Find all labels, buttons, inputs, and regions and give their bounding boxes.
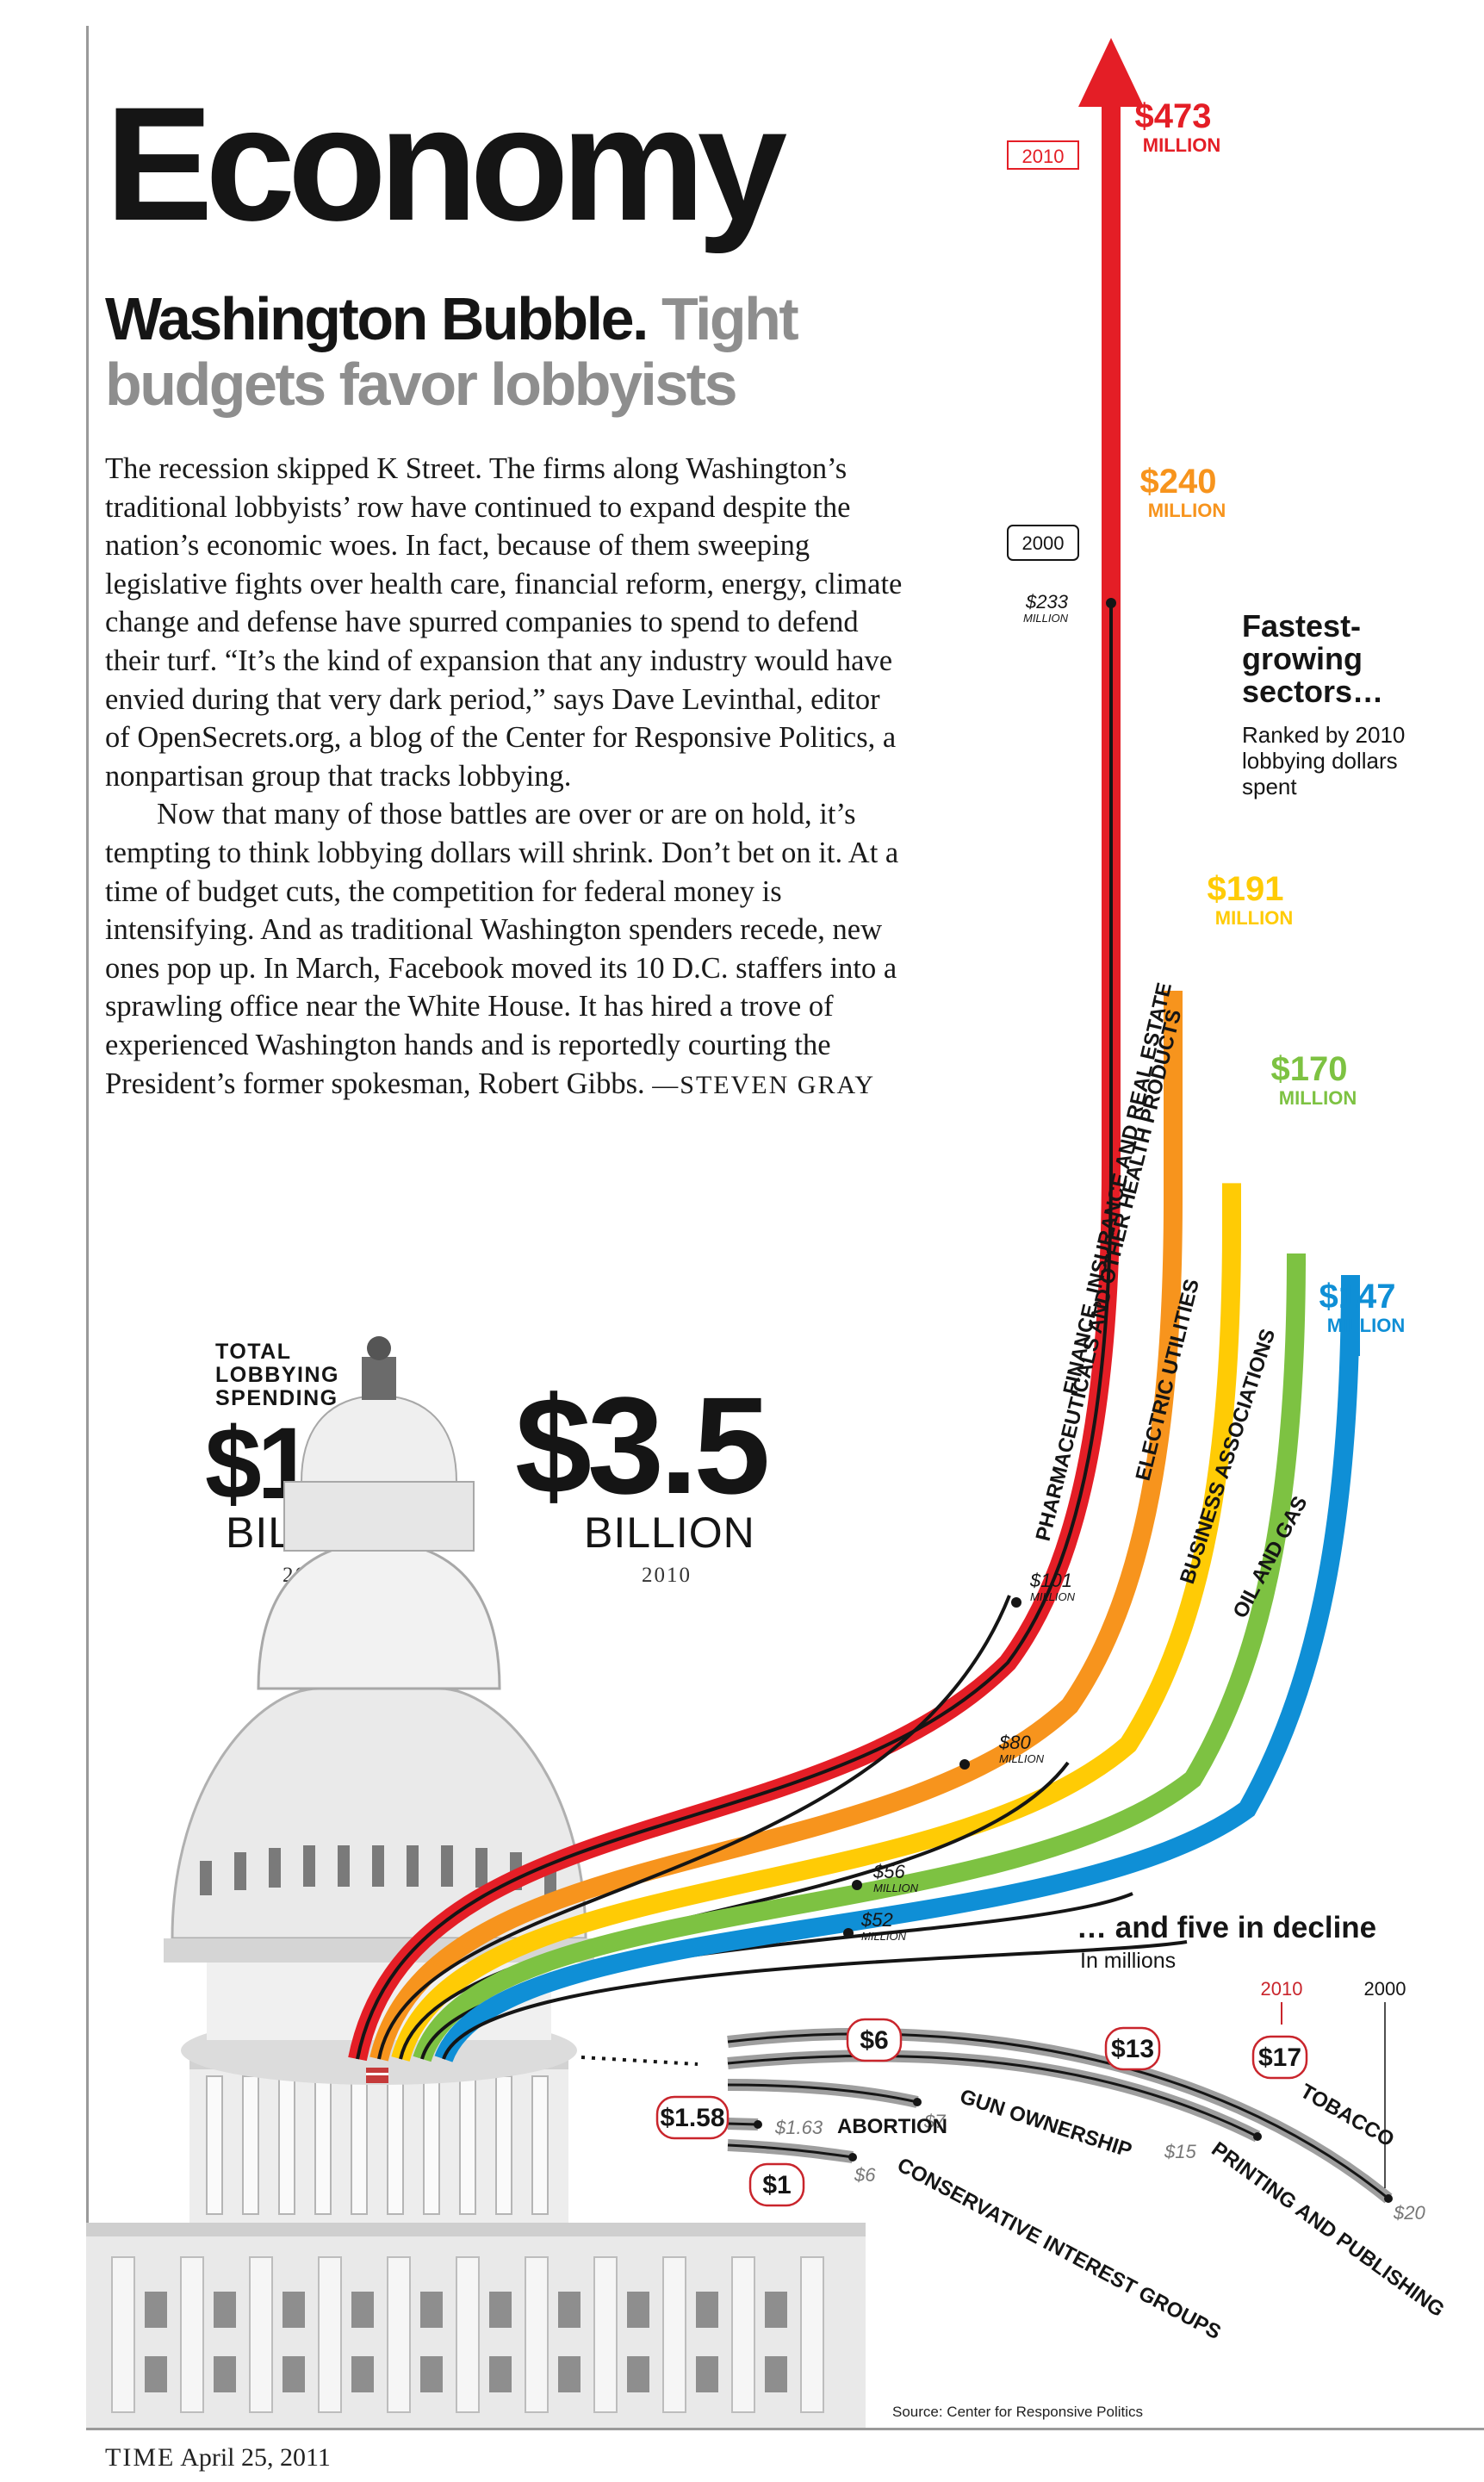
marker-2000-5 [843, 1928, 854, 1938]
total-2010-amount: $3.5 [515, 1368, 770, 1522]
ribbon-2 [369, 991, 1183, 2062]
unit-2000-1: MILLION [1023, 612, 1069, 625]
year-2010-box [1007, 140, 1079, 170]
decline-marker-2000-4 [754, 2120, 762, 2129]
decline-name-2: PRINTING AND PUBLISHING [1207, 2137, 1449, 2322]
decline-bubble-2 [1104, 2026, 1161, 2071]
value-2010-3: $191 [1208, 870, 1284, 908]
unit-2010-3: MILLION [1215, 907, 1293, 929]
unit-2000-2: MILLION [1030, 1590, 1076, 1603]
decline-legend-2010: 2010 [1261, 1978, 1303, 2000]
decline-value-2000-1: $20 [1393, 2202, 1425, 2224]
trend-line-2000-4 [420, 1892, 1133, 2060]
trend-line-2000-1 [356, 603, 1113, 2060]
bottom-rule [86, 2428, 1484, 2430]
unit-2000-3: MILLION [999, 1752, 1045, 1765]
value-2010-2: $240 [1140, 463, 1217, 501]
headline-bold: Washington Bubble. [105, 285, 649, 352]
value-2000-4: $56 [872, 1861, 905, 1882]
unit-2010-2: MILLION [1148, 500, 1226, 521]
decline-bubble-1 [1251, 2035, 1308, 2080]
ribbon-5 [434, 1274, 1360, 2063]
decline-legend-2000: 2000 [1364, 1978, 1406, 2000]
decline-marker-2000-1 [1384, 2194, 1393, 2203]
decline-value-2010-3: $6 [860, 2026, 888, 2055]
decline-value-2010-1: $17 [1258, 2043, 1301, 2072]
section-title: Economy [105, 73, 787, 254]
total-2010-year: 2010 [642, 1564, 692, 1587]
decline-value-2000-2: $15 [1164, 2141, 1196, 2162]
year-2000-callout: 2000 [1007, 525, 1079, 561]
year-2000-box [1007, 525, 1079, 561]
article-paragraph-2: Now that many of those battles are over … [105, 795, 906, 1104]
byline: —STEVEN GRAY [652, 1070, 876, 1099]
growth-chart-subtitle: Ranked by 2010 lobbying dollars spent [1242, 722, 1406, 799]
article-paragraph-1: The recession skipped K Street. The firm… [105, 452, 903, 793]
trend-line-2000-2 [377, 1595, 1011, 2060]
article-paragraph-2-text: Now that many of those battles are over … [105, 798, 899, 1100]
decline-chart-subtitle: In millions [1080, 1949, 1177, 1973]
total-2010-unit: BILLION [584, 1508, 755, 1557]
decline-value-2000-5: $6 [854, 2164, 876, 2186]
source-note: Source: Center for Responsive Politics [892, 2404, 1144, 2420]
value-2000-1: $233 [1025, 591, 1069, 613]
decline-value-2000-3: $7 [923, 2111, 946, 2132]
unit-2000-5: MILLION [861, 1930, 907, 1943]
unit-2000-4: MILLION [873, 1882, 919, 1894]
trend-line-2000-5 [442, 1940, 1188, 2060]
decline-bubble-3 [846, 2018, 903, 2062]
decline-name-4: ABORTION [837, 2115, 947, 2138]
unit-2010-5: MILLION [1327, 1315, 1405, 1336]
left-rule [86, 26, 89, 2429]
decline-connector [581, 2056, 699, 2066]
decline-marker-2000-2 [1253, 2132, 1262, 2141]
decline-bubble-5 [748, 2162, 805, 2207]
sector-markers: $473MILLION$240MILLION$191MILLION$170MIL… [843, 97, 1405, 1943]
footer-brand: TIME [105, 2443, 176, 2472]
total-spending-label: TOTAL LOBBYING SPENDING [215, 1340, 339, 1410]
year-2010-label: 2010 [1022, 146, 1065, 167]
value-2010-4: $170 [1271, 1050, 1348, 1088]
decline-marker-2000-3 [913, 2098, 922, 2106]
decline-name-5: CONSERVATIVE INTEREST GROUPS [893, 2153, 1225, 2344]
decline-value-2010-2: $13 [1111, 2035, 1154, 2063]
decline-chart-title: … and five in decline [1077, 1911, 1377, 1944]
value-2010-5: $147 [1319, 1278, 1396, 1316]
decline-name-3: GUN OWNERSHIP [957, 2085, 1134, 2162]
footer-date: April 25, 2011 [180, 2443, 331, 2472]
page-footer: TIME April 25, 2011 [105, 2443, 331, 2473]
unit-2010-1: MILLION [1143, 134, 1220, 156]
decline-line-2000-2 [727, 2054, 1258, 2138]
finance-arrowhead [1078, 38, 1144, 107]
ribbon-4 [413, 1253, 1306, 2062]
headline: Washington Bubble. Tight budgets favor l… [105, 286, 915, 417]
decline-value-2010-4: $1.58 [660, 2104, 724, 2132]
value-2000-5: $52 [860, 1909, 893, 1931]
year-2010-callout: 2010 [1007, 140, 1079, 170]
headline-dek: Tight budgets favor lobbyists [105, 285, 799, 418]
growth-chart-title: Fastest-growing sectors… [1242, 608, 1384, 709]
decline-marker-2000-5 [848, 2153, 857, 2162]
sector-ribbons [348, 38, 1360, 2063]
marker-2000-2 [1011, 1597, 1021, 1608]
marker-2000-4 [852, 1880, 862, 1890]
decline-value-2000-4: $1.63 [774, 2117, 823, 2138]
unit-2010-4: MILLION [1279, 1087, 1357, 1109]
value-2010-1: $473 [1135, 97, 1212, 135]
decline-line-2000-1 [727, 2032, 1389, 2200]
decline-line-2000-5 [727, 2143, 854, 2159]
value-2000-2: $101 [1029, 1570, 1072, 1591]
capitol-illustration [86, 1336, 866, 2428]
article-body: The recession skipped K Street. The firm… [105, 450, 906, 1104]
decline-bubble-4 [655, 2095, 730, 2140]
year-2000-label: 2000 [1022, 532, 1065, 554]
value-2000-3: $80 [998, 1732, 1031, 1753]
decline-line-2000-3 [727, 2083, 918, 2104]
decline-value-2010-5: $1 [762, 2171, 791, 2199]
marker-2000-3 [959, 1759, 970, 1770]
marker-2000-1 [1106, 598, 1116, 608]
ribbon-3 [391, 1183, 1241, 2062]
